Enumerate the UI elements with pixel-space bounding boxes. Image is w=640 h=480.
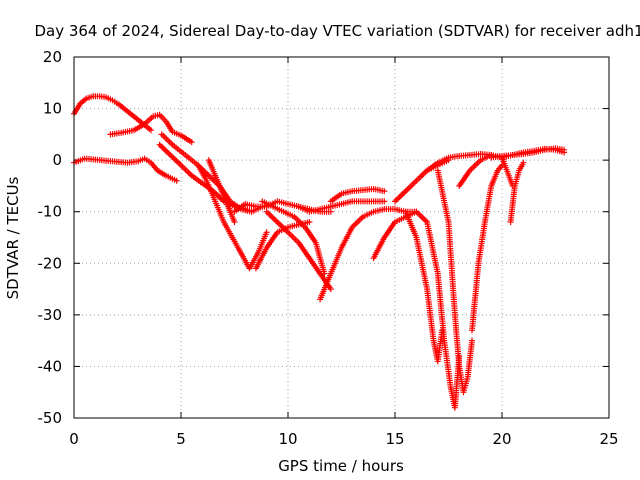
y-tick-label: -10 xyxy=(38,203,63,221)
x-tick-label: 0 xyxy=(69,430,79,448)
data-point-markers xyxy=(469,162,505,334)
series-arc-12 xyxy=(295,198,388,215)
x-axis-label: GPS time / hours xyxy=(278,457,404,475)
data-layer xyxy=(71,93,568,411)
data-point-markers xyxy=(327,186,388,205)
y-tick-label: -40 xyxy=(38,357,63,375)
series-arc-25 xyxy=(488,145,568,161)
data-point-markers xyxy=(107,111,195,146)
y-tick-label: 20 xyxy=(43,48,62,66)
series-arc-14 xyxy=(327,186,388,205)
series-arc-5 xyxy=(158,131,276,215)
series-arc-10 xyxy=(263,208,334,293)
y-tick-label: 10 xyxy=(43,100,62,118)
data-point-markers xyxy=(295,198,388,215)
data-point-markers xyxy=(488,145,568,161)
data-point-markers xyxy=(263,208,334,293)
grid-layer xyxy=(74,57,609,418)
series-arc-3 xyxy=(107,111,195,146)
data-point-markers xyxy=(71,155,180,184)
ticks-layer: 0 5 10 15 20 25 -50 -40 -30 -20 -10 0 10 20 xyxy=(38,48,619,448)
x-tick-label: 25 xyxy=(599,430,618,448)
y-tick-label: -30 xyxy=(38,306,63,324)
y-tick-label: -20 xyxy=(38,254,63,272)
series-arc-15 xyxy=(370,208,420,262)
series-arc-6 xyxy=(195,162,270,272)
data-point-markers xyxy=(259,198,328,277)
data-point-markers xyxy=(158,131,276,215)
data-point-markers xyxy=(317,206,420,303)
data-point-markers xyxy=(205,157,238,225)
series-arc-2 xyxy=(71,155,180,184)
series-arc-13 xyxy=(317,206,420,303)
series-arc-20 xyxy=(469,162,505,334)
y-tick-label: -50 xyxy=(38,409,63,427)
data-point-markers xyxy=(370,208,420,262)
data-point-markers xyxy=(195,162,270,272)
data-point-markers xyxy=(413,208,463,411)
plot-frame xyxy=(73,56,610,419)
series-arc-7 xyxy=(205,157,238,225)
x-tick-label: 5 xyxy=(176,430,186,448)
series-arc-18 xyxy=(413,208,463,411)
series-arc-19 xyxy=(434,167,475,396)
series-arc-17 xyxy=(402,208,446,365)
y-tick-label: 0 xyxy=(52,151,62,169)
series-arc-21 xyxy=(507,159,527,225)
series-arc-11 xyxy=(259,198,328,277)
y-axis-label: SDTVAR / TECUs xyxy=(4,176,22,299)
x-tick-label: 10 xyxy=(278,430,297,448)
data-point-markers xyxy=(507,159,527,225)
data-point-markers xyxy=(402,208,446,365)
x-tick-label: 20 xyxy=(492,430,511,448)
data-point-markers xyxy=(434,167,475,396)
x-tick-label: 15 xyxy=(385,430,404,448)
chart-title: Day 364 of 2024, Sidereal Day-to-day VTE… xyxy=(34,22,640,40)
